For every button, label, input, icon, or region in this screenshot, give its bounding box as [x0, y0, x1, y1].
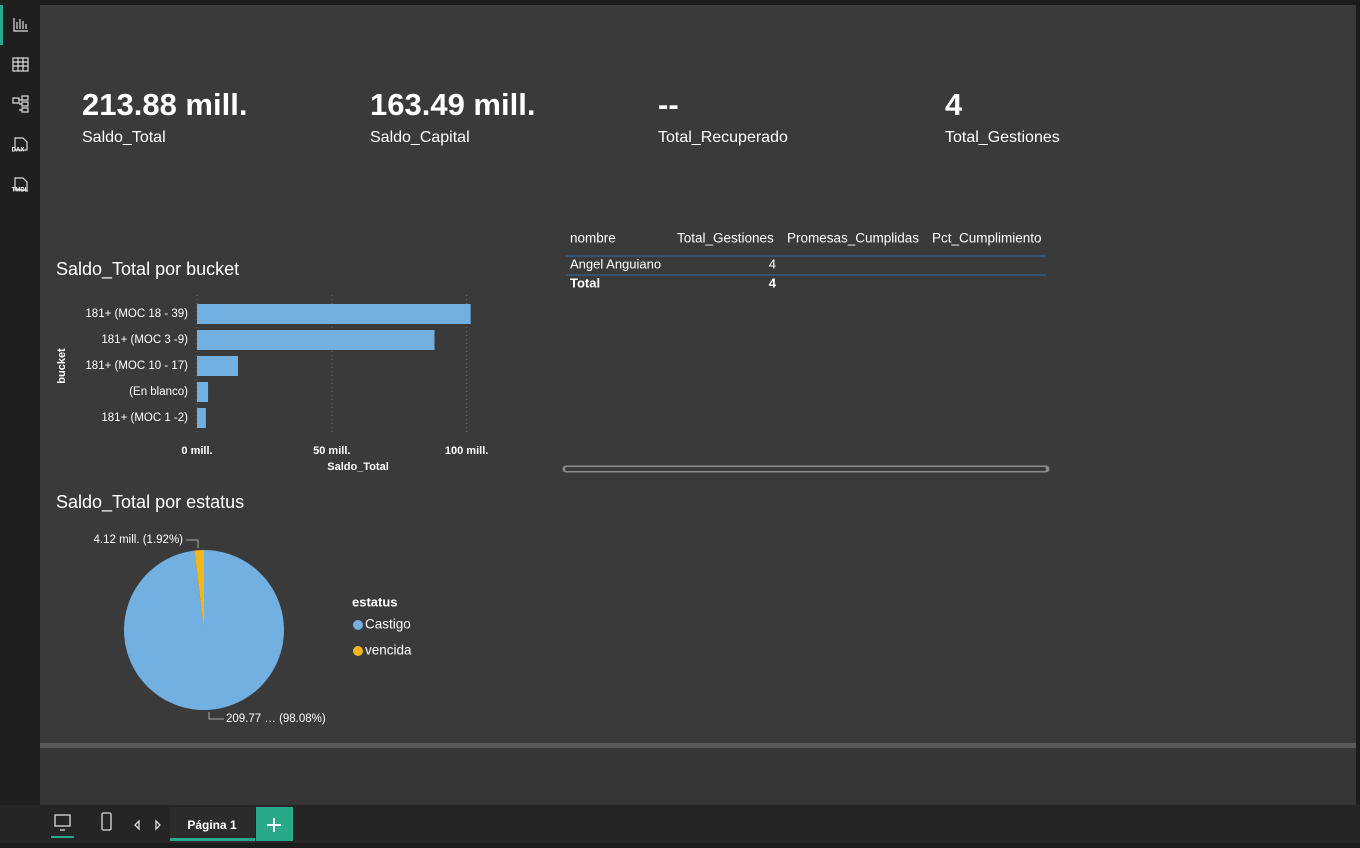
legend-title: estatus	[352, 594, 398, 609]
card-label: Saldo_Total	[82, 129, 166, 146]
table-total-cell: 4	[769, 275, 777, 290]
card-value: 4	[945, 87, 963, 122]
table-cell: Angel Anguiano	[570, 256, 661, 271]
table-header: Promesas_Cumplidas	[787, 231, 919, 246]
bar	[197, 408, 206, 428]
table-header: Pct_Cumplimiento	[932, 231, 1042, 246]
data-label: 4.12 mill. (1.92%)	[94, 534, 184, 546]
y-tick-label: 181+ (MOC 18 - 39)	[85, 308, 188, 320]
card-value: 163.49 mill.	[370, 87, 535, 122]
next-page[interactable]	[155, 819, 161, 831]
pie-slice	[194, 550, 204, 630]
y-tick-label: 181+ (MOC 3 -9)	[101, 334, 188, 346]
chart-title: Saldo_Total por bucket	[56, 259, 239, 280]
pie-slice	[124, 550, 285, 711]
bar	[197, 330, 435, 350]
table-cell: 4	[769, 256, 776, 271]
add-page-icon	[267, 818, 281, 832]
sidebar	[0, 0, 40, 843]
card-value: 213.88 mill.	[82, 87, 247, 122]
y-axis-label: bucket	[56, 348, 68, 384]
x-tick-label: 50 mill.	[313, 445, 350, 457]
page-tab-label[interactable]: Página 1	[187, 818, 237, 832]
desktop-underline	[51, 836, 74, 838]
canvas-margin	[40, 745, 1356, 805]
canvas-edge	[40, 743, 1356, 748]
card-label: Saldo_Capital	[370, 129, 470, 146]
table-header: nombre	[570, 231, 616, 246]
y-tick-label: 181+ (MOC 1 -2)	[101, 412, 188, 424]
model-icon[interactable]	[12, 95, 29, 113]
leader-line	[186, 539, 199, 548]
dax-icon[interactable]	[14, 137, 28, 151]
leader-line	[208, 712, 224, 720]
legend-label: vencida	[365, 643, 412, 658]
tmdl-label[interactable]: TMDL	[12, 188, 29, 194]
report-icon[interactable]	[13, 18, 28, 32]
prev-page[interactable]	[134, 819, 140, 831]
active-indicator	[0, 5, 3, 45]
bar	[197, 382, 209, 402]
page-tab-underline	[170, 838, 255, 841]
legend-label: Castigo	[365, 617, 411, 632]
table-total-cell: Total	[570, 275, 600, 290]
legend-marker	[353, 646, 363, 656]
table-header: Total_Gestiones	[677, 231, 774, 246]
bar	[197, 356, 238, 376]
y-tick-label: 181+ (MOC 10 - 17)	[85, 360, 188, 372]
bar	[197, 304, 471, 324]
page-tab[interactable]	[170, 807, 255, 843]
y-tick-label: (En blanco)	[129, 386, 188, 398]
chart-title: Saldo_Total por estatus	[56, 492, 244, 513]
tmdl-icon[interactable]	[14, 177, 28, 191]
desktop-view[interactable]	[54, 814, 71, 827]
dax-label[interactable]: DAX	[12, 148, 25, 154]
card-value: --	[658, 87, 679, 122]
sidebar-icons[interactable]	[12, 18, 29, 191]
x-axis-label: Saldo_Total	[327, 461, 389, 473]
table-icon-grid	[13, 58, 28, 71]
legend-marker	[353, 620, 363, 630]
x-tick-label: 100 mill.	[445, 445, 488, 457]
card-label: Total_Gestiones	[945, 129, 1060, 146]
data-label: 209.77 … (98.08%)	[226, 713, 326, 725]
x-tick-label: 0 mill.	[181, 445, 212, 457]
mobile-view[interactable]	[101, 812, 112, 831]
table-icon[interactable]	[12, 57, 29, 72]
card-label: Total_Recuperado	[658, 129, 788, 146]
